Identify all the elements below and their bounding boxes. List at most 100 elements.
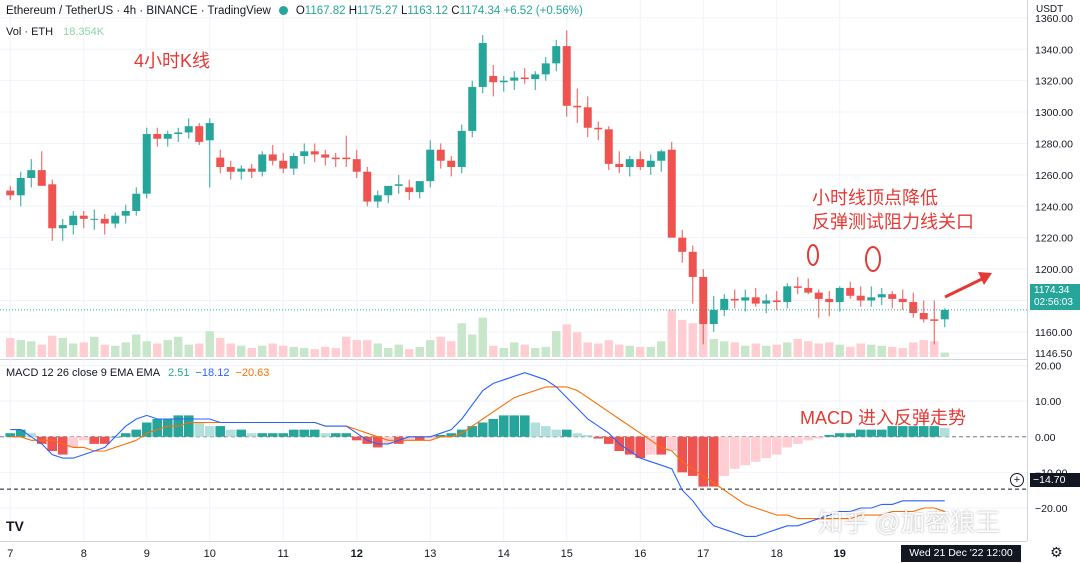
candle	[363, 167, 372, 207]
candle	[552, 39, 561, 72]
candle	[6, 185, 15, 200]
candle-body	[699, 276, 708, 325]
candle	[48, 179, 57, 241]
candle-body	[814, 292, 823, 299]
candle-body	[342, 157, 351, 160]
macd-histogram-bar	[5, 433, 16, 437]
candle	[814, 289, 823, 318]
volume-bar	[877, 345, 886, 357]
open-label: O	[295, 5, 305, 17]
macd-histogram-bar	[845, 433, 856, 437]
volume-bar	[657, 341, 666, 357]
candle	[877, 287, 886, 306]
candle	[153, 127, 162, 147]
candle	[657, 149, 666, 172]
volume-bar	[352, 340, 361, 357]
macd-histogram-bar	[278, 433, 289, 437]
candle	[699, 269, 708, 345]
candle	[321, 149, 330, 166]
bar-countdown: 02:56:03	[1034, 297, 1073, 308]
volume-bar	[289, 346, 298, 357]
macd-histogram-bar	[803, 436, 814, 441]
candle	[447, 156, 456, 177]
tradingview-logo-icon[interactable]: TV	[6, 518, 24, 534]
highlight-circle-2	[865, 246, 881, 272]
macd-histogram-bar	[215, 426, 226, 437]
settings-gear-icon[interactable]: ⚙	[1050, 544, 1063, 560]
macd-histogram-bar	[299, 429, 310, 437]
volume-bar	[835, 344, 844, 357]
macd-histogram-bar	[68, 436, 79, 448]
candle-body	[100, 218, 109, 224]
candle-body	[730, 298, 739, 301]
macd-histogram-bar	[687, 436, 698, 476]
candle	[793, 276, 802, 295]
macd-histogram-bar	[330, 433, 341, 437]
volume-bar	[531, 348, 540, 357]
macd-histogram-bar	[414, 436, 425, 441]
candle-body	[835, 287, 844, 303]
symbol-title[interactable]: Ethereum / TetherUS · 4h · BINANCE · Tra…	[6, 5, 271, 17]
candle	[762, 294, 771, 314]
volume-bar	[205, 331, 214, 357]
last-price-tag: 1174.34 02:56:03	[1030, 284, 1080, 310]
candle	[478, 35, 487, 94]
volume-legend[interactable]: Vol · ETH 18.354K	[6, 26, 104, 38]
candle	[279, 152, 288, 174]
candle	[825, 291, 834, 317]
candle	[216, 149, 225, 174]
macd-histogram-bar	[89, 436, 100, 444]
volume-bar	[405, 349, 414, 357]
time-tick-label: 16	[634, 548, 646, 560]
candle-body	[174, 132, 183, 135]
candle-body	[258, 154, 267, 172]
candle	[940, 308, 949, 328]
macd-histogram-bar	[876, 429, 887, 437]
currency-label[interactable]: USDT	[1036, 4, 1064, 15]
volume-bar	[909, 342, 918, 357]
candle-body	[237, 168, 246, 172]
candle	[499, 75, 508, 92]
price-tick-label: 1300.00	[1035, 107, 1073, 119]
macd-signal-value: −20.63	[235, 367, 270, 379]
macd-legend[interactable]: MACD 12 26 close 9 EMA EMA 2.51 −18.12 −20.…	[6, 367, 269, 379]
macd-pane	[0, 372, 1027, 537]
price-tick-label: 1340.00	[1035, 44, 1073, 56]
candle-body	[90, 218, 99, 220]
candle-body	[247, 168, 256, 172]
volume-bar	[457, 323, 466, 357]
candle	[27, 159, 36, 188]
volume-bar	[16, 340, 25, 357]
candle-body	[825, 298, 834, 303]
volume-bar	[751, 343, 760, 357]
volume-bar	[856, 343, 865, 357]
volume-bar	[510, 342, 519, 357]
candle	[730, 289, 739, 309]
macd-histogram-bar	[656, 436, 667, 455]
volume-bar	[678, 319, 687, 357]
candle	[90, 209, 99, 230]
candle-body	[625, 159, 634, 168]
volume-value: 18.354K	[63, 26, 105, 38]
volume-bar	[247, 348, 256, 357]
candle-body	[520, 77, 529, 80]
candle	[352, 149, 361, 179]
last-price: 1174.34	[1034, 285, 1070, 296]
macd-histogram-bar	[939, 427, 950, 437]
volume-bar	[604, 340, 613, 357]
volume-bar	[342, 336, 351, 357]
candle-body	[132, 193, 141, 211]
price-axis[interactable]: 1146.501160.001180.001200.001220.001240.…	[1027, 0, 1080, 563]
candle	[867, 286, 876, 307]
macd-histogram-bar	[572, 433, 583, 437]
macd-histogram-bar	[771, 436, 782, 455]
candle	[58, 218, 67, 241]
volume-bar	[562, 324, 571, 357]
add-alert-icon[interactable]: +	[1010, 473, 1024, 487]
candle	[751, 287, 760, 307]
candle-body	[741, 297, 750, 301]
candle-body	[688, 251, 697, 277]
time-axis[interactable]: 7 8 9 10 11 12 13 14 15 16 17 18 19	[7, 548, 846, 560]
candle-body	[940, 309, 949, 320]
